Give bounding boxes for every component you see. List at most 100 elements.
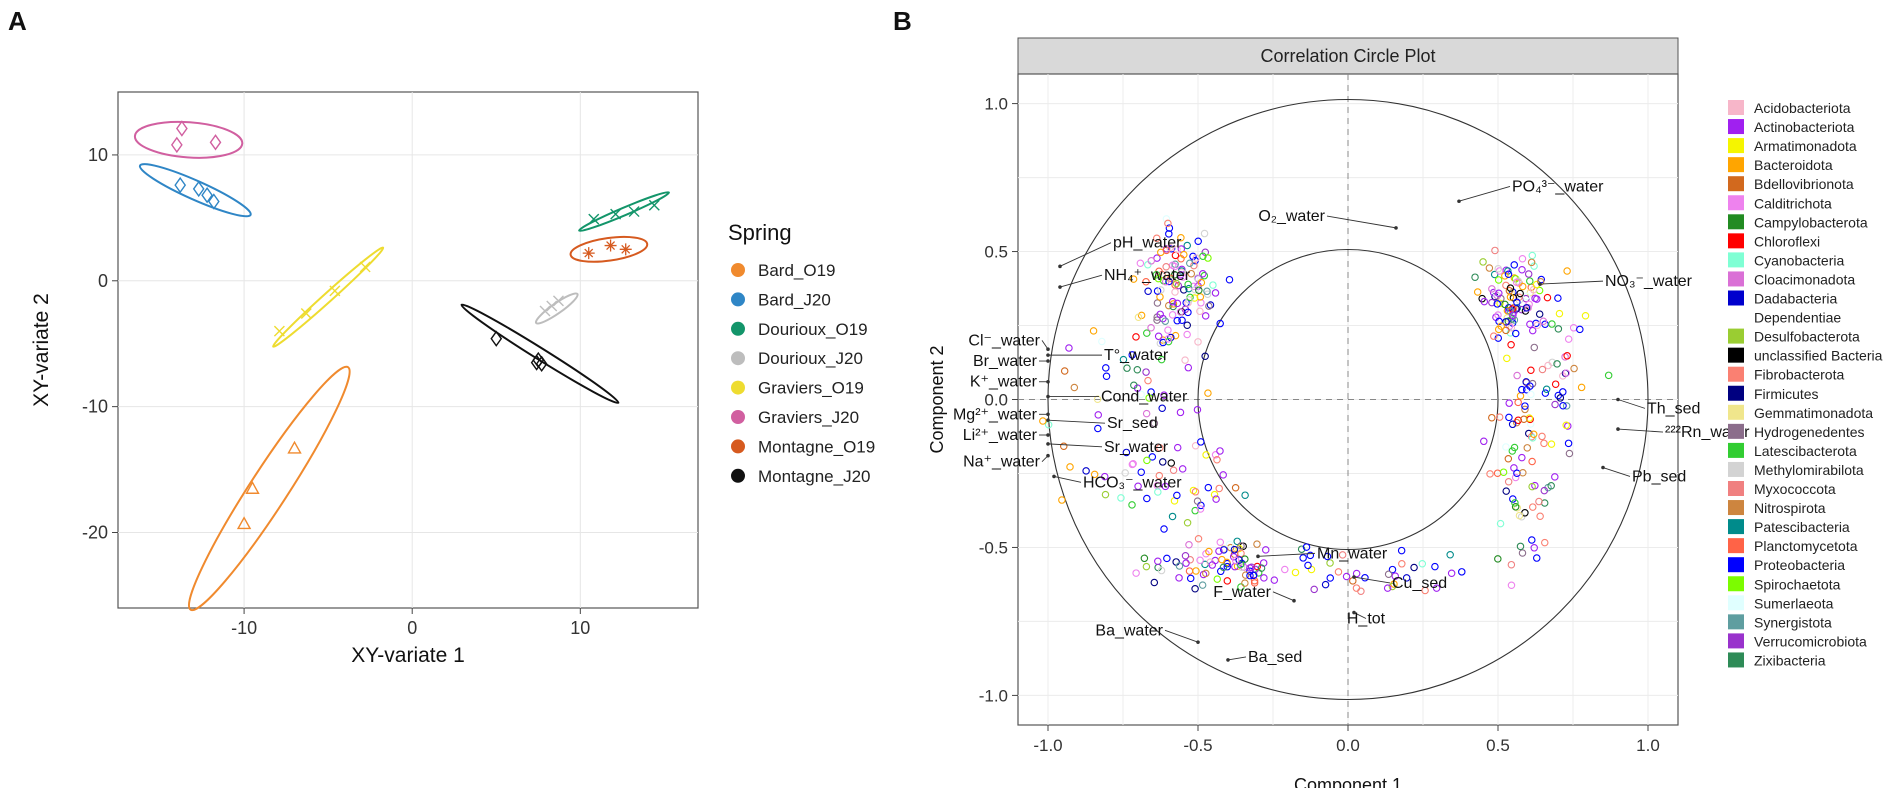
variable-point	[1226, 658, 1230, 662]
variable-label: Na⁺_water	[963, 454, 1041, 471]
legend-swatch	[1728, 271, 1744, 287]
variable-point	[1046, 347, 1050, 351]
legend-label: Bacteroidota	[1754, 157, 1833, 173]
otu-point	[1176, 308, 1185, 316]
point-marker	[176, 120, 188, 137]
otu-point	[1471, 273, 1479, 281]
otu-point	[1060, 442, 1068, 451]
otu-point	[1384, 570, 1393, 578]
otu-point	[1132, 333, 1140, 341]
otu-point	[1533, 321, 1542, 329]
otu-point	[1158, 270, 1166, 279]
series-montagne-j20	[460, 303, 620, 405]
otu-point	[1559, 401, 1567, 410]
otu-point	[1225, 540, 1234, 549]
confidence-ellipse	[133, 120, 244, 159]
legend-swatch	[1728, 347, 1744, 363]
otu-point	[1196, 505, 1205, 513]
otu-point	[1216, 447, 1224, 455]
legend-swatch	[1728, 214, 1744, 230]
otu-point	[1101, 490, 1110, 499]
legend-swatch	[1728, 233, 1744, 249]
otu-point	[1231, 556, 1240, 565]
otu-point	[1502, 318, 1510, 326]
otu-point	[1211, 451, 1220, 459]
otu-point	[1522, 304, 1531, 312]
otu-point	[1564, 335, 1573, 343]
variable-label: Cl⁻_water	[968, 332, 1040, 349]
otu-point	[1223, 577, 1232, 585]
otu-point	[1541, 538, 1549, 547]
otu-point	[1197, 438, 1205, 446]
otu-point	[1323, 552, 1332, 561]
variable-leader-line	[1257, 552, 1316, 557]
otu-point	[1527, 366, 1535, 375]
otu-point	[1098, 337, 1106, 346]
otu-point	[1515, 293, 1523, 301]
otu-point	[1218, 555, 1226, 564]
otu-point	[1211, 289, 1220, 297]
otu-point	[1521, 405, 1529, 414]
otu-point	[1153, 287, 1162, 295]
otu-point	[1191, 585, 1199, 593]
legend-swatch	[1728, 519, 1744, 535]
otu-point	[1543, 293, 1552, 302]
otu-point	[1160, 525, 1168, 533]
otu-point	[1397, 546, 1406, 555]
point-marker	[619, 243, 632, 256]
otu-point	[1503, 354, 1511, 363]
legend-label: Patescibacteria	[1754, 519, 1850, 535]
variable-label: Cu_sed	[1392, 575, 1447, 592]
otu-point	[1193, 274, 1202, 282]
legend-key	[731, 292, 745, 307]
otu-point	[1193, 405, 1202, 414]
otu-point	[1168, 311, 1177, 319]
otu-point	[1521, 402, 1529, 410]
panel-b-y-tick-label: 1.0	[984, 95, 1008, 114]
otu-point	[1209, 281, 1217, 289]
panel-a-y-tick-label: 10	[88, 145, 108, 165]
otu-point	[1257, 564, 1266, 572]
otu-point	[1495, 413, 1504, 421]
otu-point	[1565, 449, 1574, 458]
otu-point	[1527, 432, 1536, 441]
otu-point	[1501, 272, 1509, 280]
otu-point	[1253, 540, 1261, 548]
otu-point	[1121, 469, 1129, 477]
panel-b-x-axis-label: Component 1	[1294, 775, 1402, 788]
otu-point	[1165, 277, 1173, 286]
otu-point	[1526, 382, 1534, 390]
otu-point	[1418, 560, 1427, 568]
otu-point	[1162, 215, 1171, 223]
otu-point	[1203, 290, 1212, 298]
otu-point	[1194, 237, 1202, 245]
otu-point	[1306, 551, 1315, 560]
variable-leader-line	[1227, 656, 1247, 661]
variable-label: T°_water	[1104, 347, 1169, 364]
legend-label: Gemmatimonadota	[1754, 405, 1873, 421]
variable-point	[1052, 474, 1056, 479]
variable-point	[1196, 640, 1200, 644]
otu-point	[1260, 574, 1268, 582]
otu-point	[1488, 285, 1496, 293]
otu-point	[1180, 286, 1188, 294]
legend-label: Zixibacteria	[1754, 652, 1826, 668]
point-marker	[588, 213, 600, 225]
otu-point	[1509, 495, 1517, 503]
otu-point	[1501, 300, 1509, 309]
otu-point	[1172, 279, 1181, 288]
variable-leader-line	[1458, 186, 1511, 202]
otu-point	[1178, 316, 1186, 325]
legend-label: Sumerlaeota	[1754, 595, 1834, 611]
otu-point	[1142, 562, 1151, 571]
panel-a-x-tick-label: 0	[407, 618, 417, 638]
otu-point	[1229, 553, 1238, 561]
otu-point	[1215, 484, 1223, 493]
legend-label: Desulfobacterota	[1754, 329, 1860, 345]
otu-point	[1144, 287, 1152, 295]
otu-point	[1168, 512, 1177, 521]
otu-point	[1140, 554, 1149, 563]
otu-point	[1250, 576, 1259, 585]
otu-point	[1160, 391, 1168, 399]
